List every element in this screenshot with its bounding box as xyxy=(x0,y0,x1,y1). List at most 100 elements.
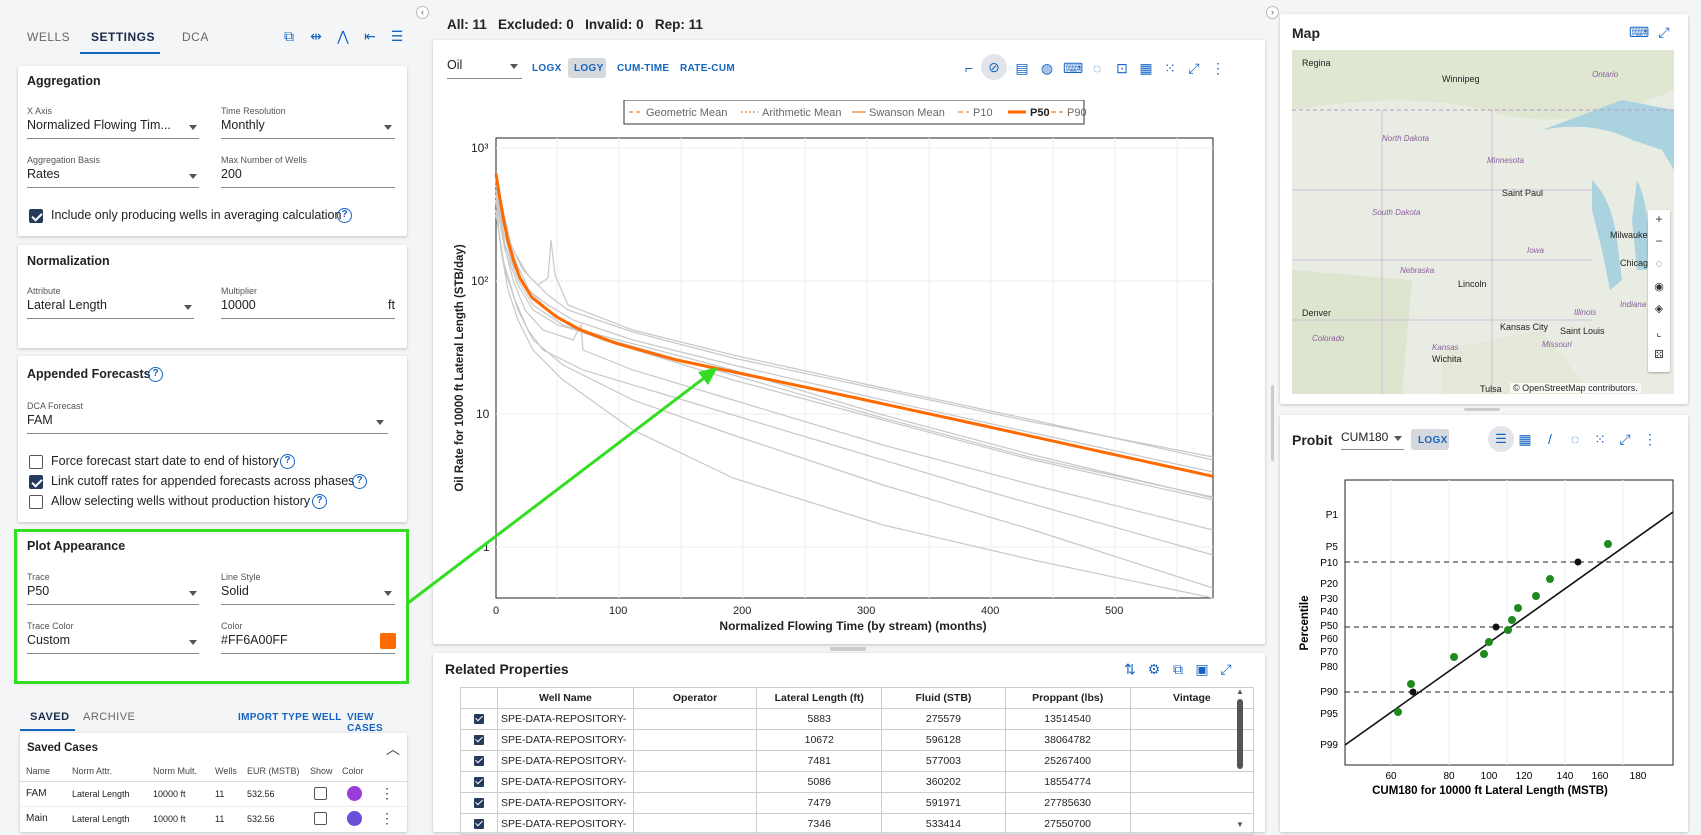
aggregation-basis-caret-icon[interactable] xyxy=(189,174,197,179)
vertical-splitter[interactable] xyxy=(1271,385,1274,461)
allow-selecting-help-icon[interactable]: ? xyxy=(312,494,327,509)
include-producing-checkbox[interactable] xyxy=(29,209,43,223)
saved-row-color-dot[interactable] xyxy=(347,786,362,801)
probit-scatter-icon[interactable]: ⁙ xyxy=(1594,431,1606,447)
related-fullscreen-icon[interactable]: ⤢ xyxy=(1220,661,1232,677)
sliders-icon[interactable]: ☰ xyxy=(390,28,404,44)
trace-caret-icon[interactable] xyxy=(189,591,197,596)
trace-color-caret-icon[interactable] xyxy=(189,640,197,645)
view-cases-button[interactable]: VIEW CASES xyxy=(347,712,383,734)
row-checkbox[interactable] xyxy=(473,819,484,830)
keyboard-icon[interactable]: ⌨ xyxy=(1063,60,1084,76)
sort-icon[interactable]: ⇅ xyxy=(1124,661,1136,677)
more-icon[interactable]: ⋮ xyxy=(1211,60,1225,76)
saved-row-show-checkbox[interactable] xyxy=(314,812,327,825)
link-cutoff-checkbox[interactable] xyxy=(29,475,43,489)
header-operator[interactable]: Operator xyxy=(632,687,758,709)
dca-forecast-select[interactable]: FAM xyxy=(27,413,53,427)
saved-row-menu-icon[interactable]: ⋮ xyxy=(380,785,394,801)
line-style-select[interactable]: Solid xyxy=(221,584,249,598)
tab-dca[interactable]: DCA xyxy=(182,30,209,44)
aggregation-basis-select[interactable]: Rates xyxy=(27,167,60,181)
force-forecast-help-icon[interactable]: ? xyxy=(280,454,295,469)
splitter-handle[interactable] xyxy=(830,647,866,651)
map-canvas[interactable]: Regina Winnipeg Ontario North Dakota Min… xyxy=(1292,50,1674,394)
row-checkbox[interactable] xyxy=(473,735,484,746)
x-axis-select[interactable]: Normalized Flowing Tim... xyxy=(27,118,171,132)
allow-selecting-checkbox[interactable] xyxy=(29,495,43,509)
table-row[interactable]: SPE-DATA-REPOSITORY- 10672 596128 38064782 xyxy=(460,729,1255,751)
map-dice-icon[interactable]: ⚄ xyxy=(1654,349,1664,361)
lock-open-icon[interactable]: ⊡ xyxy=(1116,60,1128,76)
link-cutoff-help-icon[interactable]: ? xyxy=(352,474,367,489)
logy-button[interactable] xyxy=(568,58,606,78)
map-splitter[interactable] xyxy=(1464,408,1500,411)
scroll-up-icon[interactable]: ▲ xyxy=(1236,687,1244,696)
map-ruler-icon[interactable]: ⌞ xyxy=(1656,327,1662,339)
row-checkbox[interactable] xyxy=(473,777,484,788)
attribute-select[interactable]: Lateral Length xyxy=(27,298,107,312)
header-vintage[interactable]: Vintage xyxy=(1129,687,1255,709)
collapse-left-icon[interactable]: ‹ xyxy=(416,6,429,19)
steps-icon[interactable]: ⌐ xyxy=(964,60,974,76)
table-row[interactable]: SPE-DATA-REPOSITORY- 7479 591971 27785630 xyxy=(460,792,1255,814)
multiplier-input[interactable]: 10000 xyxy=(221,298,256,312)
fullscreen-icon[interactable]: ⤢ xyxy=(1188,60,1200,76)
header-well-name[interactable]: Well Name xyxy=(496,687,634,709)
probit-logx-button[interactable] xyxy=(1411,429,1449,450)
collapse-right-icon[interactable]: › xyxy=(1266,6,1279,19)
split-icon[interactable]: ⇹ xyxy=(310,28,322,44)
time-resolution-caret-icon[interactable] xyxy=(384,125,392,130)
peak-icon[interactable]: ⋀ xyxy=(337,28,349,44)
color-input[interactable]: #FF6A00FF xyxy=(221,633,288,647)
tab-settings[interactable]: SETTINGS xyxy=(91,30,156,44)
palette-icon[interactable]: ◍ xyxy=(1040,60,1054,76)
trace-select[interactable]: P50 xyxy=(27,584,50,598)
row-checkbox[interactable] xyxy=(473,714,484,725)
probit-lasso-icon[interactable]: ◌ xyxy=(1570,431,1580,447)
dca-forecast-caret-icon[interactable] xyxy=(376,420,384,425)
probit-line-icon[interactable]: / xyxy=(1548,431,1552,447)
saved-row-color-dot[interactable] xyxy=(347,811,362,826)
appended-help-icon[interactable]: ? xyxy=(148,367,163,382)
scroll-down-icon[interactable]: ▼ xyxy=(1236,820,1244,829)
table-row[interactable]: SPE-DATA-REPOSITORY- 5086 360202 18554774 xyxy=(460,771,1255,793)
tab-saved[interactable]: SAVED xyxy=(30,711,70,723)
map-attribution[interactable]: © OpenStreetMap contributors. xyxy=(1510,383,1641,393)
logx-button[interactable]: LOGX xyxy=(532,63,562,74)
probit-select[interactable]: CUM180 xyxy=(1341,430,1389,444)
row-checkbox[interactable] xyxy=(473,798,484,809)
left-arrow-icon[interactable]: ⇤ xyxy=(364,28,376,44)
saved-row-menu-icon[interactable]: ⋮ xyxy=(380,810,394,826)
lasso-icon[interactable]: ◌ xyxy=(1092,60,1102,76)
tab-archive[interactable]: ARCHIVE xyxy=(83,711,136,723)
zoom-in-icon[interactable]: + xyxy=(1655,212,1663,226)
related-settings-icon[interactable]: ⚙ xyxy=(1147,661,1161,677)
header-proppant[interactable]: Proppant (lbs) xyxy=(1004,687,1131,709)
related-copy-icon[interactable]: ⧉ xyxy=(1173,661,1183,677)
map-eye-icon[interactable]: ◉ xyxy=(1654,281,1664,293)
max-wells-input[interactable]: 200 xyxy=(221,167,242,181)
probit-fullscreen-icon[interactable]: ⤢ xyxy=(1619,431,1631,447)
color-swatch[interactable] xyxy=(380,633,396,649)
x-axis-caret-icon[interactable] xyxy=(189,125,197,130)
include-producing-help-icon[interactable]: ? xyxy=(337,208,352,223)
scatter-icon[interactable]: ⁙ xyxy=(1164,60,1176,76)
probit-table-icon[interactable]: ▦ xyxy=(1518,431,1532,447)
table-row[interactable]: SPE-DATA-REPOSITORY- 7481 577003 25267400 xyxy=(460,750,1255,772)
table-row[interactable]: FAM Lateral Length 10000 ft 11 532.56 ⋮ xyxy=(20,782,407,806)
copy-icon[interactable]: ⧉ xyxy=(284,28,294,44)
export-icon[interactable]: ▣ xyxy=(1195,661,1209,677)
rate-chart[interactable]: Geometric Mean Arithmetic Mean Swanson M… xyxy=(433,100,1265,644)
header-lateral-length[interactable]: Lateral Length (ft) xyxy=(756,687,883,709)
table-icon[interactable]: ▦ xyxy=(1139,60,1153,76)
row-checkbox[interactable] xyxy=(473,756,484,767)
saved-collapse-icon[interactable]: ︿ xyxy=(386,741,400,757)
import-type-well-button[interactable]: IMPORT TYPE WELL xyxy=(238,712,342,723)
zoom-out-icon[interactable]: − xyxy=(1655,234,1663,248)
saved-row-show-checkbox[interactable] xyxy=(314,787,327,800)
cum-time-button[interactable]: CUM-TIME xyxy=(617,63,670,74)
table-row[interactable]: Main Lateral Length 10000 ft 11 532.56 ⋮ xyxy=(20,807,407,831)
visibility-off-icon[interactable]: ⊘ xyxy=(981,54,1007,80)
tab-wells[interactable]: WELLS xyxy=(27,30,71,44)
